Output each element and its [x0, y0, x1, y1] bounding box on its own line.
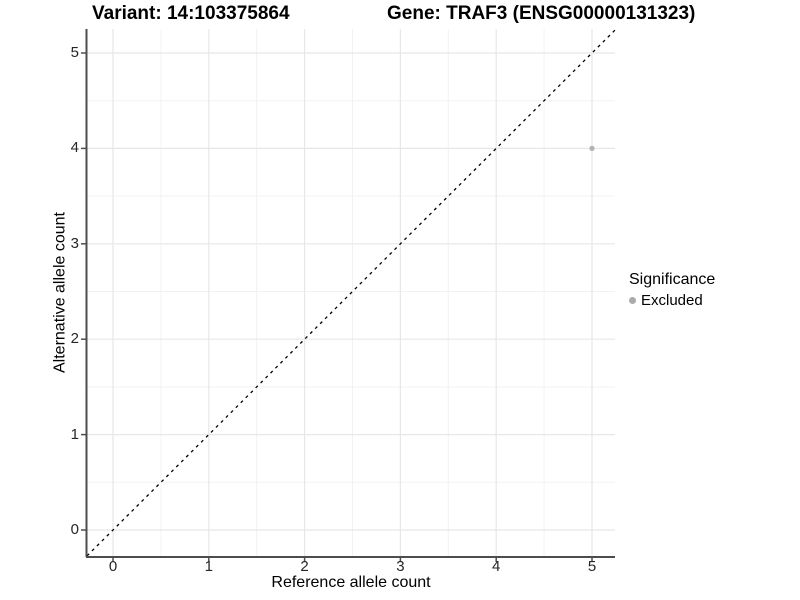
variant-title: Variant: 14:103375864: [92, 3, 290, 24]
gene-title: Gene: TRAF3 (ENSG00000131323): [387, 3, 696, 24]
legend-item-label: Excluded: [641, 292, 703, 309]
legend-title: Significance: [629, 271, 716, 288]
data-point: [589, 145, 595, 151]
legend-item-excluded: Excluded: [629, 292, 715, 309]
legend: Significance Excluded: [629, 271, 715, 309]
y-axis-title: Alternative allele count: [51, 212, 69, 373]
legend-point-icon: [629, 297, 636, 304]
x-axis-title: Reference allele count: [271, 574, 431, 591]
identity-line: [86, 29, 616, 557]
